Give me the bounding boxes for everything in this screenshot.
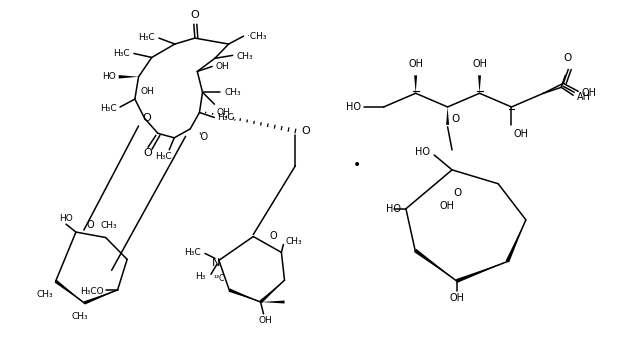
Text: 'O: 'O xyxy=(198,132,208,142)
Text: OH: OH xyxy=(215,62,229,71)
Text: ¹³C: ¹³C xyxy=(214,274,225,283)
Text: CH₃: CH₃ xyxy=(72,312,88,321)
Text: O: O xyxy=(453,188,461,198)
Text: OH: OH xyxy=(259,316,273,325)
Text: CH₃: CH₃ xyxy=(285,237,302,246)
Text: O: O xyxy=(143,148,152,158)
Polygon shape xyxy=(54,280,84,303)
Text: OH: OH xyxy=(472,59,487,70)
Text: H₃CO: H₃CO xyxy=(80,288,104,296)
Text: ·CH₃: ·CH₃ xyxy=(246,32,266,40)
Text: N: N xyxy=(212,258,220,268)
Text: HO: HO xyxy=(386,204,401,214)
Text: H₃C: H₃C xyxy=(113,49,130,58)
Polygon shape xyxy=(456,262,508,283)
Text: OH: OH xyxy=(449,293,464,303)
Text: OH: OH xyxy=(216,108,230,117)
Text: HO: HO xyxy=(102,72,116,81)
Text: HO: HO xyxy=(346,102,361,112)
Polygon shape xyxy=(259,280,285,303)
Text: OH: OH xyxy=(513,129,529,139)
Text: CH₃: CH₃ xyxy=(237,52,253,61)
Text: OH: OH xyxy=(440,201,454,211)
Text: AH: AH xyxy=(577,92,591,102)
Text: H₃C: H₃C xyxy=(184,248,201,257)
Polygon shape xyxy=(414,75,417,93)
Text: OH: OH xyxy=(581,88,596,98)
Polygon shape xyxy=(446,107,449,125)
Text: O: O xyxy=(191,10,199,20)
Text: OH: OH xyxy=(141,87,154,96)
Polygon shape xyxy=(414,249,457,281)
Text: H₃C: H₃C xyxy=(156,152,172,161)
Text: O: O xyxy=(563,54,572,64)
Polygon shape xyxy=(506,220,526,262)
Polygon shape xyxy=(84,290,118,305)
Text: O: O xyxy=(301,126,310,136)
Text: CH₃: CH₃ xyxy=(225,88,241,97)
Text: HO: HO xyxy=(415,147,430,157)
Text: H₃C: H₃C xyxy=(100,104,117,113)
Polygon shape xyxy=(478,75,481,93)
Text: CH₃: CH₃ xyxy=(36,290,52,299)
Text: H₃: H₃ xyxy=(195,272,205,281)
Polygon shape xyxy=(260,301,285,304)
Text: O: O xyxy=(452,114,460,124)
Text: O: O xyxy=(269,230,277,240)
Text: OH: OH xyxy=(408,59,423,70)
Text: H₃C,: H₃C, xyxy=(218,113,237,122)
Text: O: O xyxy=(87,220,95,230)
Text: H₃C: H₃C xyxy=(138,33,155,42)
Text: •: • xyxy=(353,158,361,172)
Polygon shape xyxy=(228,289,260,302)
Text: O: O xyxy=(142,114,151,124)
Text: CH₃: CH₃ xyxy=(100,220,117,230)
Polygon shape xyxy=(118,75,138,78)
Text: HO: HO xyxy=(59,214,73,223)
